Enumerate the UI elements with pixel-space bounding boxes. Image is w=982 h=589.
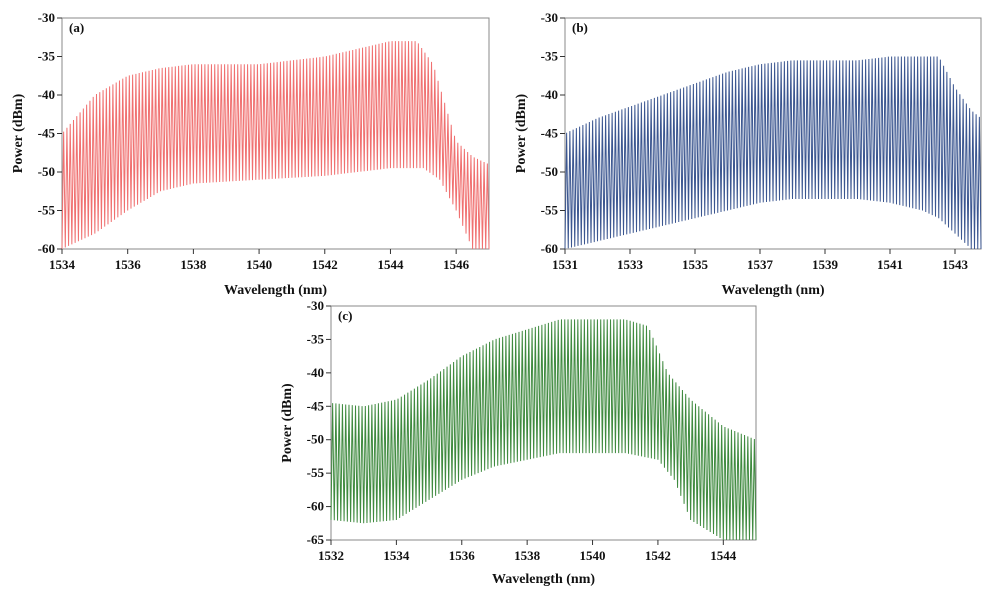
y-tick-label: -30	[541, 10, 558, 25]
panel-label: (c)	[338, 308, 352, 323]
y-tick-label: -60	[307, 499, 324, 514]
x-tick-label: 1543	[942, 257, 969, 272]
y-tick-label: -45	[541, 126, 559, 141]
x-tick-label: 1539	[812, 257, 839, 272]
x-tick-label: 1542	[312, 257, 338, 272]
x-axis-title: Wavelength (nm)	[224, 283, 327, 298]
spectrum-trace	[330, 319, 757, 541]
x-tick-label: 1536	[115, 257, 142, 272]
y-tick-label: -35	[541, 49, 559, 64]
y-tick-label: -30	[38, 10, 55, 25]
x-tick-label: 1537	[747, 257, 774, 272]
x-tick-label: 1534	[383, 548, 410, 563]
x-tick-label: 1532	[318, 548, 344, 563]
y-tick-label: -45	[38, 126, 56, 141]
y-tick-label: -30	[307, 298, 324, 313]
y-axis-title: Power (dBm)	[11, 93, 26, 173]
x-tick-label: 1538	[180, 257, 207, 272]
y-axis-title: Power (dBm)	[280, 383, 295, 463]
y-tick-label: -40	[38, 87, 55, 102]
y-tick-label: -50	[541, 164, 558, 179]
x-tick-label: 1544	[377, 257, 404, 272]
x-tick-label: 1544	[710, 548, 737, 563]
x-tick-label: 1534	[49, 257, 76, 272]
x-tick-label: 1540	[580, 548, 606, 563]
y-tick-label: -65	[307, 532, 325, 547]
x-tick-label: 1542	[645, 548, 671, 563]
x-tick-label: 1546	[443, 257, 470, 272]
x-tick-label: 1538	[514, 548, 541, 563]
plot-frame	[330, 305, 757, 541]
y-axis-title: Power (dBm)	[514, 93, 529, 173]
panel-label: (a)	[69, 20, 84, 35]
y-tick-label: -45	[307, 398, 325, 413]
y-tick-label: -55	[38, 203, 56, 218]
spectrum-trace	[61, 41, 490, 250]
x-tick-label: 1536	[449, 548, 476, 563]
y-tick-label: -60	[38, 241, 55, 256]
panel-label: (b)	[572, 20, 588, 35]
x-axis-title: Wavelength (nm)	[721, 283, 824, 298]
x-tick-label: 1541	[877, 257, 903, 272]
x-axis-title: Wavelength (nm)	[492, 572, 595, 587]
y-tick-label: -40	[541, 87, 558, 102]
y-tick-label: -55	[307, 465, 325, 480]
y-tick-label: -50	[38, 164, 55, 179]
spectrum-trace	[564, 56, 982, 250]
x-tick-label: 1533	[617, 257, 644, 272]
x-tick-label: 1531	[552, 257, 578, 272]
x-tick-label: 1535	[682, 257, 709, 272]
y-tick-label: -55	[541, 203, 559, 218]
x-tick-label: 1540	[246, 257, 272, 272]
y-tick-label: -35	[307, 331, 325, 346]
y-tick-label: -40	[307, 365, 324, 380]
y-tick-label: -60	[541, 241, 558, 256]
y-tick-label: -50	[307, 432, 324, 447]
y-tick-label: -35	[38, 49, 56, 64]
